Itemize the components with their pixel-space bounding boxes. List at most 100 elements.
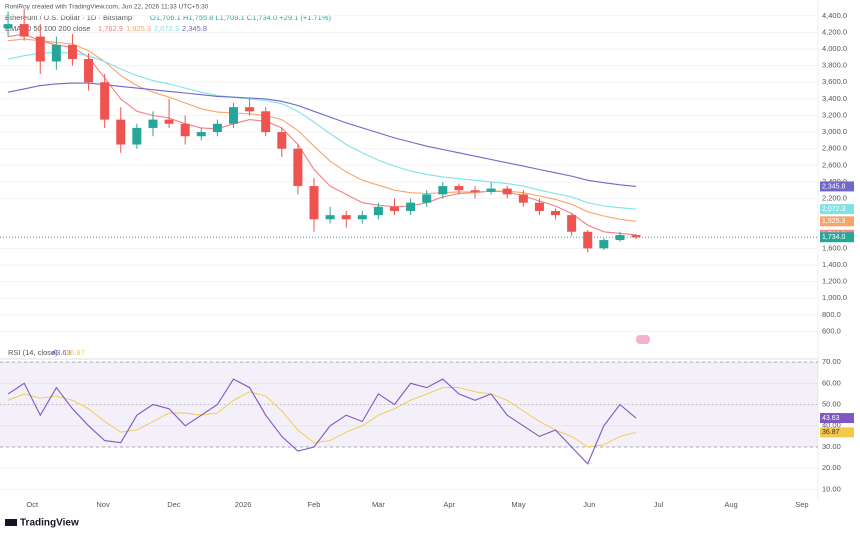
candle-body — [100, 82, 110, 120]
series-badge-bg — [820, 181, 854, 192]
candle-body — [357, 215, 367, 220]
ohlc-text: O1,706.1 H1,755.8 L1,709.1 C1,734.0 +29.… — [150, 13, 331, 22]
candle-body — [293, 148, 303, 187]
symbol-title: Ethereum / U.S. Dollar · 1D · Bitstamp — [5, 13, 132, 22]
candle-body — [518, 194, 528, 203]
candle-body — [148, 119, 158, 128]
candle-body — [212, 123, 222, 133]
y-tick-label: 800.0 — [822, 310, 841, 319]
candle-body — [164, 119, 174, 124]
y-tick-label: 20.00 — [822, 463, 841, 472]
x-tick-label: 2026 — [235, 500, 252, 509]
series-line — [7, 387, 637, 448]
legend-value: 2,072.3 — [154, 24, 179, 33]
candle-body — [228, 107, 238, 124]
candle-body — [551, 210, 561, 216]
candle-body — [277, 132, 287, 149]
candle-body — [309, 186, 319, 220]
candle-body — [51, 44, 61, 62]
legend-value: 36.87 — [66, 348, 85, 357]
y-tick-label: 3,400.0 — [822, 94, 847, 103]
candle-body — [35, 36, 45, 62]
x-tick-label: May — [511, 500, 525, 509]
candle-body — [196, 132, 206, 137]
candle-body — [132, 127, 142, 145]
y-tick-label: 600.0 — [822, 326, 841, 335]
y-tick-label: 2,400.0 — [822, 177, 847, 186]
candle-body — [180, 123, 190, 137]
series-badge: 2,345.8 — [822, 183, 845, 190]
x-tick-label: Jun — [583, 500, 595, 509]
x-tick-label: Oct — [26, 500, 39, 509]
candle-body — [567, 215, 577, 232]
x-tick-label: Feb — [308, 500, 321, 509]
legend-value: 1,762.9 — [98, 24, 123, 33]
x-tick-label: Apr — [443, 500, 455, 509]
y-tick-label: 3,800.0 — [822, 61, 847, 70]
candle-body — [245, 107, 255, 112]
logo-icon — [5, 519, 17, 526]
legend-value: 1,925.3 — [126, 24, 151, 33]
series-badge: 36.87 — [822, 429, 840, 436]
series-line — [8, 33, 637, 236]
x-tick-label: Aug — [724, 500, 737, 509]
candle-body — [422, 194, 432, 203]
legend-value: 2,345.8 — [182, 24, 207, 33]
x-tick-label: Jul — [654, 500, 664, 509]
ema-label: EMA 20 50 100 200 close — [5, 24, 90, 33]
candle-body — [67, 44, 77, 59]
y-tick-label: 4,400.0 — [822, 11, 847, 20]
candle-body — [325, 215, 335, 220]
icon — [636, 335, 650, 344]
y-tick-label: 1,000.0 — [822, 293, 847, 302]
y-tick-label: 4,000.0 — [822, 44, 847, 53]
y-tick-label: 3,600.0 — [822, 77, 847, 86]
y-tick-label: 70.00 — [822, 357, 841, 366]
candle-body — [438, 186, 448, 195]
y-tick-label: 40.00 — [822, 421, 841, 430]
y-tick-label: 2,200.0 — [822, 194, 847, 203]
rsi-title: RSI (14, close) — [8, 348, 58, 357]
series-badge-bg — [820, 216, 854, 227]
candle-body — [3, 24, 13, 29]
series-badge: 43.63 — [822, 415, 840, 422]
candle-body — [599, 240, 609, 249]
x-tick-label: Dec — [167, 500, 181, 509]
y-tick-label: 1,200.0 — [822, 277, 847, 286]
candle-body — [84, 58, 94, 83]
series-line — [7, 378, 637, 465]
y-tick-label: 10.00 — [822, 484, 841, 493]
candle-body — [341, 215, 351, 220]
y-tick-label: 1,400.0 — [822, 260, 847, 269]
series-badge: 1,925.3 — [822, 218, 845, 225]
candle-body — [406, 202, 416, 211]
y-tick-label: 1,600.0 — [822, 243, 847, 252]
candle-body — [486, 188, 496, 192]
logo-text: TradingView — [20, 518, 79, 529]
candle-body — [534, 202, 544, 211]
candle-body — [390, 206, 400, 211]
series-badge-bg — [820, 204, 854, 215]
series-badge-bg — [820, 427, 854, 438]
candle-body — [454, 186, 464, 191]
y-tick-label: 30.00 — [822, 442, 841, 451]
y-tick-label: 2,600.0 — [822, 160, 847, 169]
candle-body — [615, 235, 625, 241]
x-tick-label: Mar — [372, 500, 385, 509]
series-line — [7, 82, 637, 187]
series-line — [7, 51, 637, 210]
candle-body — [116, 119, 126, 145]
y-tick-label: 3,000.0 — [822, 127, 847, 136]
y-tick-label: 2,800.0 — [822, 144, 847, 153]
y-tick-label: 60.00 — [822, 378, 841, 387]
last-price-badge: 1,734.0 — [822, 234, 845, 241]
y-tick-label: 50.00 — [822, 400, 841, 409]
last-price-badge-bg — [820, 232, 854, 243]
candle-body — [373, 206, 383, 216]
series-line — [8, 38, 637, 222]
candle-body — [261, 111, 271, 133]
series-badge-bg — [820, 413, 854, 424]
candle-body — [583, 231, 593, 249]
